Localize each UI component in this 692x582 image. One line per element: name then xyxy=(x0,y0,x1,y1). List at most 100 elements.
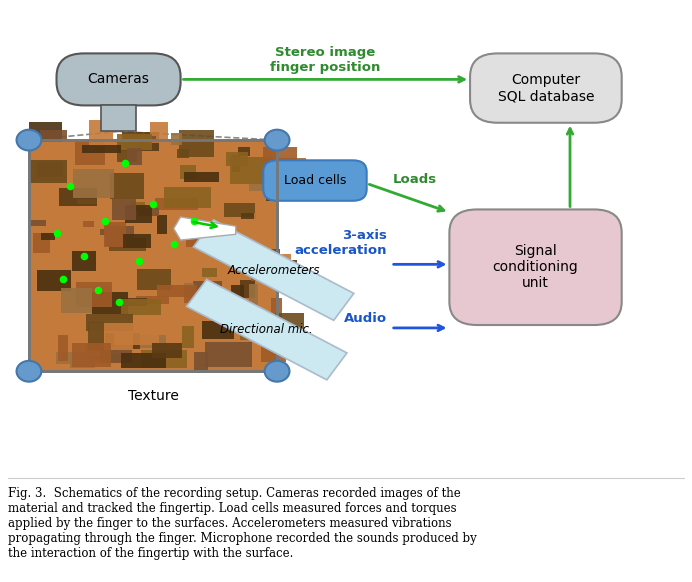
Text: Computer
SQL database: Computer SQL database xyxy=(498,73,594,103)
Point xyxy=(58,274,69,283)
Bar xyxy=(183,327,194,348)
Bar xyxy=(120,299,161,315)
Bar xyxy=(127,148,141,165)
Text: Cameras: Cameras xyxy=(88,72,149,86)
Bar xyxy=(56,352,89,364)
Text: Signal
conditioning
unit: Signal conditioning unit xyxy=(493,244,579,290)
Bar xyxy=(78,199,97,204)
Text: Load cells: Load cells xyxy=(284,174,346,187)
Bar xyxy=(214,307,229,313)
Bar xyxy=(33,233,51,253)
Polygon shape xyxy=(174,217,236,240)
Bar xyxy=(239,322,276,340)
Bar xyxy=(186,222,198,247)
Bar xyxy=(89,323,133,350)
Bar xyxy=(181,165,196,179)
Bar xyxy=(150,122,168,143)
Bar xyxy=(82,221,94,227)
FancyBboxPatch shape xyxy=(470,54,621,123)
Bar xyxy=(136,296,169,304)
Bar xyxy=(201,321,234,339)
Bar xyxy=(82,145,121,152)
FancyBboxPatch shape xyxy=(101,105,136,132)
Bar xyxy=(30,220,46,226)
Bar xyxy=(39,130,67,141)
Bar xyxy=(37,271,71,292)
Bar xyxy=(177,149,189,158)
Bar xyxy=(184,172,219,182)
Circle shape xyxy=(17,361,42,382)
Bar xyxy=(140,335,166,348)
Bar xyxy=(240,280,255,298)
Bar xyxy=(46,341,55,348)
Bar xyxy=(230,157,273,184)
Bar xyxy=(117,134,152,150)
Point xyxy=(168,239,179,249)
Bar xyxy=(137,269,171,290)
FancyBboxPatch shape xyxy=(57,54,181,105)
Text: Audio: Audio xyxy=(344,312,388,325)
Bar xyxy=(194,352,208,370)
Bar xyxy=(242,249,280,272)
Bar xyxy=(73,343,111,367)
Bar xyxy=(232,155,241,172)
Text: Texture: Texture xyxy=(127,389,179,403)
Bar xyxy=(29,140,277,371)
Bar xyxy=(29,122,62,142)
Bar xyxy=(242,212,256,219)
Bar xyxy=(104,333,140,349)
Bar xyxy=(275,313,304,339)
Bar xyxy=(254,212,276,235)
Point xyxy=(79,251,90,260)
Bar xyxy=(113,198,136,219)
Bar xyxy=(118,298,147,306)
Text: Loads: Loads xyxy=(393,173,437,186)
Circle shape xyxy=(17,130,42,151)
Bar xyxy=(262,334,286,362)
Bar xyxy=(118,141,136,162)
Bar xyxy=(185,255,206,268)
Point xyxy=(65,182,76,191)
Bar xyxy=(251,255,260,281)
Bar xyxy=(122,233,151,248)
Bar xyxy=(155,198,198,211)
Point xyxy=(92,286,103,295)
Bar xyxy=(184,287,197,303)
Bar xyxy=(110,173,144,198)
Bar xyxy=(76,282,112,307)
FancyBboxPatch shape xyxy=(263,160,367,201)
Bar xyxy=(105,226,134,246)
FancyBboxPatch shape xyxy=(194,220,354,320)
Bar xyxy=(224,203,255,217)
Bar xyxy=(179,130,214,157)
Point xyxy=(113,297,124,307)
Point xyxy=(51,228,62,237)
Bar xyxy=(274,260,297,285)
FancyBboxPatch shape xyxy=(187,279,347,380)
Bar xyxy=(249,184,283,191)
Bar xyxy=(157,285,197,297)
Point xyxy=(120,158,131,168)
Bar xyxy=(271,298,282,317)
Point xyxy=(147,199,158,208)
Bar xyxy=(100,346,132,363)
Bar xyxy=(152,343,182,358)
Circle shape xyxy=(264,361,289,382)
Point xyxy=(99,217,110,226)
Bar xyxy=(262,254,291,279)
Bar xyxy=(109,238,145,251)
Bar xyxy=(89,322,104,350)
Point xyxy=(134,257,145,266)
Bar xyxy=(149,201,168,211)
Bar xyxy=(231,285,244,306)
Bar xyxy=(100,229,109,235)
Text: Stereo image
finger position: Stereo image finger position xyxy=(270,45,381,74)
Point xyxy=(189,217,200,226)
Bar xyxy=(193,281,222,299)
Bar xyxy=(113,319,159,345)
Text: Accelerometers: Accelerometers xyxy=(228,264,320,276)
Bar xyxy=(194,217,213,235)
Bar xyxy=(86,345,106,353)
Bar xyxy=(140,136,156,141)
Bar xyxy=(201,268,217,276)
